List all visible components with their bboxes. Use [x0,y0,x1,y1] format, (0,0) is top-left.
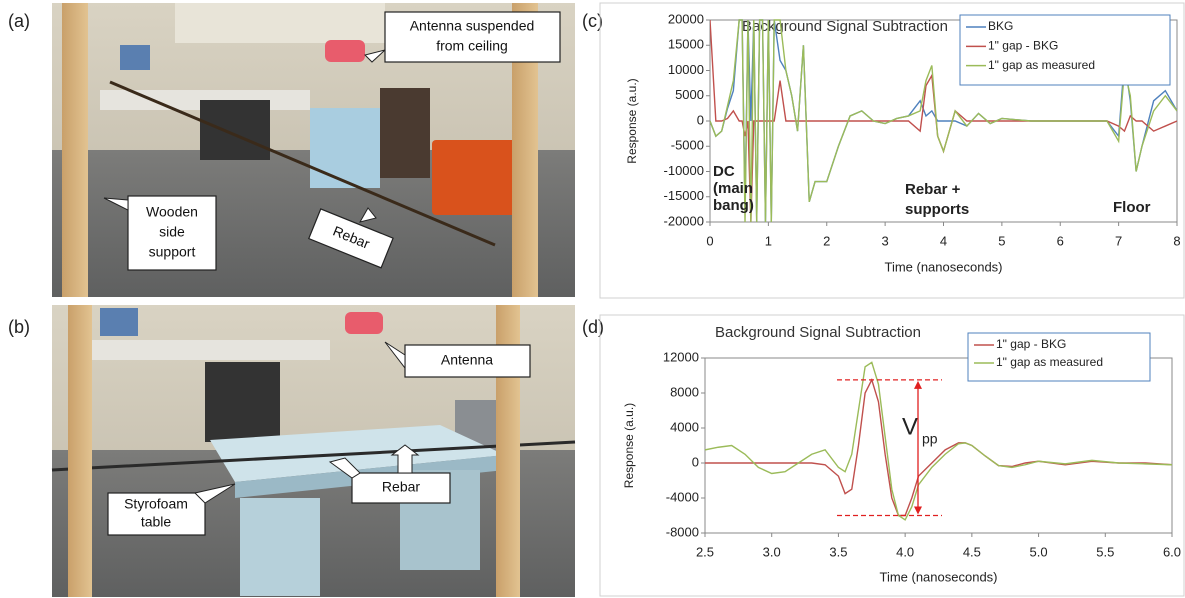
x-tick-label: 8 [1173,233,1180,248]
figure: (a) (b) (c) (d) Antenna suspended from c… [0,0,1185,598]
legend-label: 1" gap - BKG [996,337,1066,351]
y-tick-label: 8000 [670,384,699,399]
panel-label: (d) [582,317,604,337]
y-tick-label: -4000 [666,489,699,504]
x-axis-label: Time (nanoseconds) [884,259,1002,274]
x-tick-label: 1 [765,233,772,248]
y-tick-label: -5000 [671,138,704,153]
y-tick-label: -8000 [666,524,699,539]
y-tick-label: 5000 [675,87,704,102]
y-axis-label: Response (a.u.) [625,78,639,163]
callout-text: table [141,514,172,530]
x-tick-label: 5.0 [1030,544,1048,559]
x-tick-label: 4 [940,233,947,248]
y-tick-label: 0 [692,454,699,469]
y-tick-label: 0 [697,112,704,127]
annotation: V [902,413,918,440]
y-tick-label: -15000 [664,188,704,203]
legend-label: 1" gap as measured [988,58,1095,72]
x-tick-label: 7 [1115,233,1122,248]
legend-label: 1" gap as measured [996,355,1103,369]
x-tick-label: 2 [823,233,830,248]
x-tick-label: 3.0 [763,544,781,559]
y-tick-label: 15000 [668,37,704,52]
y-tick-label: 10000 [668,62,704,77]
panel-label: (a) [8,11,30,31]
callout-text: Antenna [441,352,493,368]
callout-text: from ceiling [436,38,508,54]
callout-text: side [159,224,185,240]
x-tick-label: 3 [882,233,889,248]
callout-text: Styrofoam [124,496,188,512]
y-tick-label: -20000 [664,213,704,228]
annotation: pp [922,431,938,447]
annotation: bang) [713,197,754,214]
y-axis-label: Response (a.u.) [622,403,636,488]
chart-title: Background Signal Subtraction [742,18,948,35]
panel-label: (b) [8,317,30,337]
x-tick-label: 4.5 [963,544,981,559]
plot-area [705,358,1172,533]
x-tick-label: 5 [998,233,1005,248]
callout-text: support [149,244,196,260]
y-tick-label: -10000 [664,163,704,178]
annotation: Rebar + [905,181,961,198]
x-tick-label: 5.5 [1096,544,1114,559]
callout-text: Wooden [146,204,198,220]
x-tick-label: 3.5 [829,544,847,559]
x-tick-label: 2.5 [696,544,714,559]
callout: Antenna [385,342,530,377]
callout-text: Rebar [382,479,420,495]
annotation: (main [713,180,753,197]
y-tick-label: 4000 [670,419,699,434]
x-tick-label: 6.0 [1163,544,1181,559]
callout-text: Antenna suspended [410,18,535,34]
x-axis-label: Time (nanoseconds) [879,569,997,584]
y-tick-label: 20000 [668,11,704,26]
y-tick-label: 12000 [663,349,699,364]
x-tick-label: 6 [1057,233,1064,248]
annotation: supports [905,201,969,218]
x-tick-label: 4.0 [896,544,914,559]
callout: Antenna suspended from ceiling [365,12,560,62]
chart-title: Background Signal Subtraction [715,324,921,341]
annotation: Floor [1113,199,1151,216]
legend-label: BKG [988,19,1013,33]
legend-label: 1" gap - BKG [988,39,1058,53]
x-tick-label: 0 [706,233,713,248]
annotation: DC [713,163,735,180]
